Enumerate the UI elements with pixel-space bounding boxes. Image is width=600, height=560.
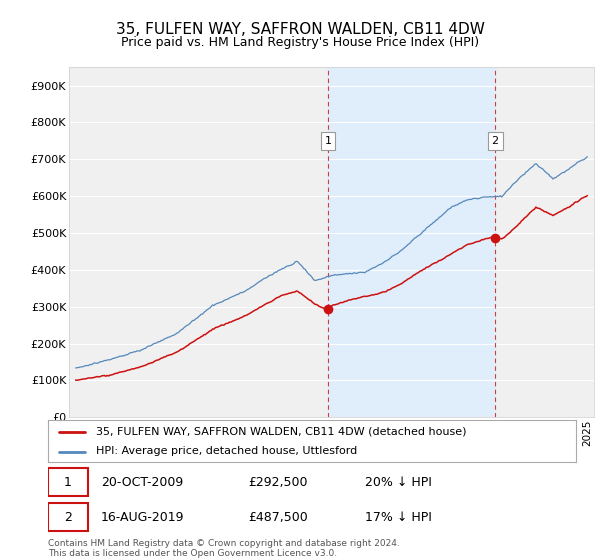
- Text: £292,500: £292,500: [248, 476, 308, 489]
- FancyBboxPatch shape: [48, 468, 88, 496]
- Text: 20% ↓ HPI: 20% ↓ HPI: [365, 476, 431, 489]
- Text: 17% ↓ HPI: 17% ↓ HPI: [365, 511, 431, 524]
- Text: 2: 2: [491, 136, 499, 146]
- Text: Price paid vs. HM Land Registry's House Price Index (HPI): Price paid vs. HM Land Registry's House …: [121, 36, 479, 49]
- Text: 20-OCT-2009: 20-OCT-2009: [101, 476, 183, 489]
- Bar: [328, 67, 495, 417]
- Text: Contains HM Land Registry data © Crown copyright and database right 2024.
This d: Contains HM Land Registry data © Crown c…: [48, 539, 400, 558]
- Text: 16-AUG-2019: 16-AUG-2019: [101, 511, 184, 524]
- Text: 35, FULFEN WAY, SAFFRON WALDEN, CB11 4DW: 35, FULFEN WAY, SAFFRON WALDEN, CB11 4DW: [116, 22, 484, 38]
- FancyBboxPatch shape: [48, 503, 88, 531]
- Text: 35, FULFEN WAY, SAFFRON WALDEN, CB11 4DW (detached house): 35, FULFEN WAY, SAFFRON WALDEN, CB11 4DW…: [95, 427, 466, 437]
- Text: 1: 1: [64, 476, 72, 489]
- Text: 1: 1: [325, 136, 332, 146]
- Text: 2: 2: [64, 511, 72, 524]
- Text: £487,500: £487,500: [248, 511, 308, 524]
- Text: HPI: Average price, detached house, Uttlesford: HPI: Average price, detached house, Uttl…: [95, 446, 357, 456]
